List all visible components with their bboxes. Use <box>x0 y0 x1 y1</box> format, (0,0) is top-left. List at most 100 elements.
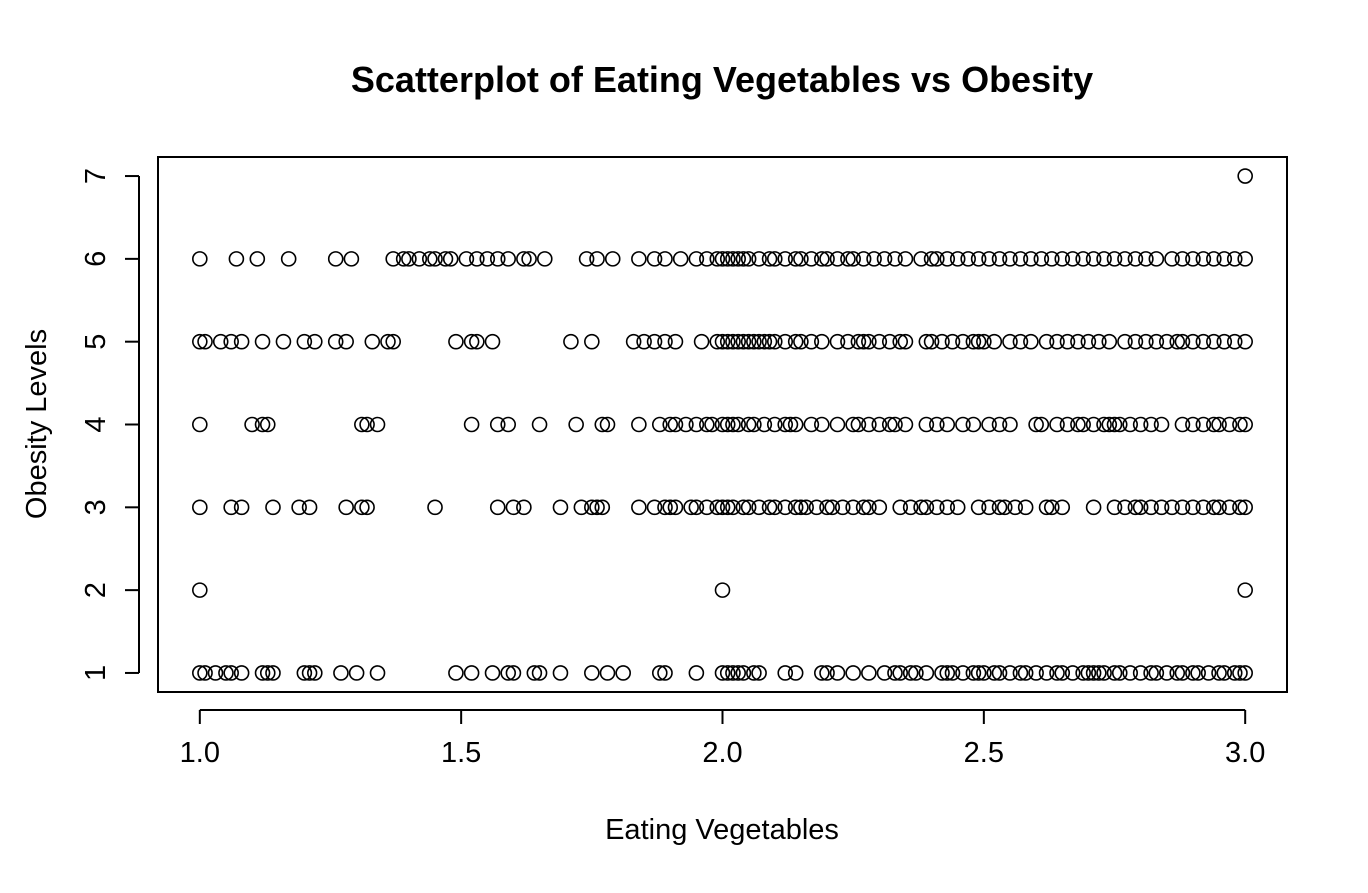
data-point <box>735 251 752 267</box>
data-point <box>1012 665 1029 681</box>
data-point <box>646 251 663 267</box>
data-point <box>1132 416 1149 433</box>
data-point <box>840 251 856 267</box>
data-point <box>740 499 757 516</box>
data-point <box>469 251 485 267</box>
data-point <box>746 333 762 350</box>
data-point <box>343 251 360 267</box>
data-point <box>1211 665 1227 681</box>
data-point <box>1143 665 1159 681</box>
data-point <box>636 333 652 350</box>
data-point <box>719 251 736 267</box>
data-point <box>866 251 882 267</box>
data-point <box>881 416 898 433</box>
data-point <box>254 665 271 681</box>
data-point <box>442 251 459 267</box>
data-point <box>1075 665 1091 681</box>
data-point <box>662 416 679 433</box>
data-point <box>385 333 402 350</box>
data-point <box>1237 251 1253 267</box>
data-point <box>850 416 867 433</box>
data-point <box>1017 665 1034 681</box>
data-point <box>657 665 673 681</box>
data-point <box>939 251 956 267</box>
data-point <box>657 499 673 516</box>
data-point <box>881 333 898 350</box>
data-point <box>192 582 208 598</box>
y-tick-label: 1 <box>80 665 112 681</box>
data-point <box>259 416 276 433</box>
data-point <box>740 251 757 267</box>
data-point <box>458 251 475 267</box>
data-point <box>1211 416 1227 433</box>
data-point <box>421 251 438 267</box>
data-point <box>369 416 386 433</box>
data-point <box>861 499 877 516</box>
data-point <box>197 665 213 681</box>
data-point <box>730 251 746 267</box>
data-point <box>949 499 966 516</box>
data-point <box>254 416 271 433</box>
data-point <box>991 499 1008 516</box>
data-point <box>730 333 746 350</box>
data-point <box>469 333 485 350</box>
data-point <box>594 499 611 516</box>
data-point <box>970 499 987 516</box>
data-point <box>991 251 1008 267</box>
data-point <box>1002 416 1018 433</box>
data-point <box>1195 416 1212 433</box>
x-tick-label: 1.0 <box>180 737 220 769</box>
data-point <box>777 416 794 433</box>
data-point <box>793 499 809 516</box>
data-point <box>1111 665 1128 681</box>
data-point <box>725 665 741 681</box>
data-point <box>965 333 982 350</box>
x-tick-label: 1.5 <box>441 737 481 769</box>
data-point <box>714 665 731 681</box>
data-point <box>463 333 480 350</box>
data-point <box>1080 665 1097 681</box>
data-point <box>448 665 464 681</box>
data-point <box>218 665 234 681</box>
data-point <box>301 499 318 516</box>
data-point <box>1059 333 1076 350</box>
data-point <box>327 251 344 267</box>
data-point <box>1049 333 1065 350</box>
data-point <box>887 416 903 433</box>
data-point <box>766 416 783 433</box>
data-point <box>249 251 266 267</box>
data-point <box>714 499 731 516</box>
data-point <box>1195 499 1212 516</box>
data-point <box>725 499 741 516</box>
data-point <box>1169 665 1186 681</box>
data-point <box>427 251 443 267</box>
data-point <box>1206 499 1222 516</box>
data-point <box>986 333 1003 350</box>
data-point <box>949 251 966 267</box>
data-point <box>1085 416 1102 433</box>
data-point <box>1111 416 1128 433</box>
data-point <box>787 665 804 681</box>
data-point <box>756 416 773 433</box>
data-point <box>1237 416 1253 433</box>
data-point <box>981 499 997 516</box>
data-point <box>516 251 532 267</box>
data-point <box>756 333 773 350</box>
data-point <box>489 499 506 516</box>
data-point <box>688 416 705 433</box>
data-point <box>688 251 705 267</box>
data-point <box>265 665 281 681</box>
data-point <box>855 499 872 516</box>
data-point <box>1185 333 1201 350</box>
data-point <box>1064 251 1081 267</box>
data-point <box>871 333 888 350</box>
data-point <box>782 416 799 433</box>
data-point <box>563 333 579 350</box>
x-axis-label: Eating Vegetables <box>605 814 839 846</box>
data-point <box>395 251 412 267</box>
data-point <box>923 251 940 267</box>
data-point <box>1237 168 1253 184</box>
data-point <box>1122 665 1138 681</box>
data-point <box>1221 416 1238 433</box>
